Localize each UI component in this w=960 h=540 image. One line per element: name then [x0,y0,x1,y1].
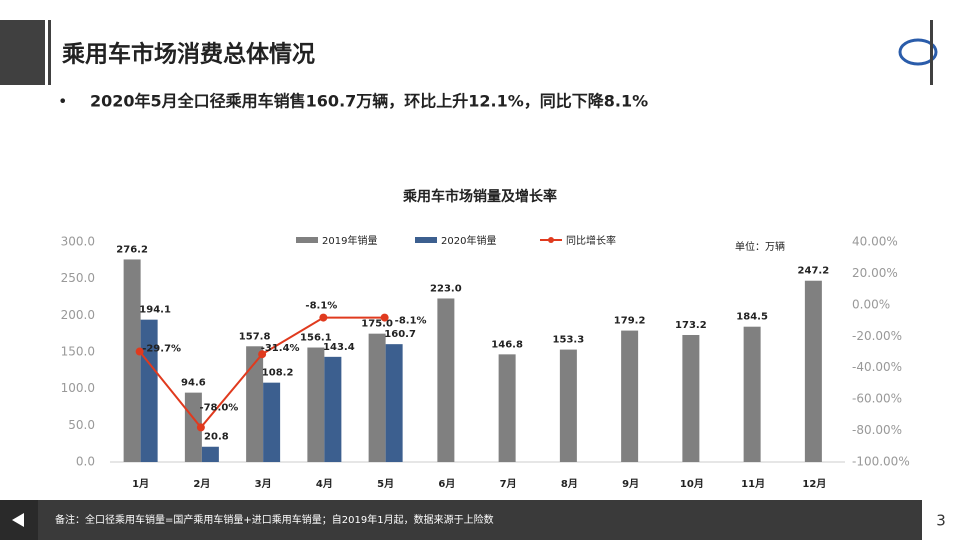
bar-value-label: 143.4 [323,342,355,353]
bar-value-label: 153.3 [553,335,585,346]
growth-value-label: -78.0% [199,402,238,413]
bar-value-label: 160.7 [384,329,416,340]
bar [307,347,325,462]
x-tick-label: 7月 [500,478,517,490]
bar [682,334,700,462]
legend-swatch [548,237,554,243]
legend-swatch [415,237,437,243]
bar [201,446,219,462]
x-tick-label: 2月 [193,478,210,490]
growth-point [380,313,389,322]
back-arrow[interactable] [12,513,24,527]
bar [246,346,264,462]
header-rule [48,20,51,85]
legend-label: 2019年销量 [322,234,377,247]
legend-label: 同比增长率 [566,234,616,247]
bar [368,333,386,462]
bar [743,326,761,462]
growth-point [319,313,328,322]
bar-value-label: 157.8 [239,331,271,342]
x-tick-label: 11月 [741,478,765,490]
bullet-text: 2020年5月全口径乘用车销售160.7万辆，环比上升12.1%，同比下降8.1… [90,92,648,111]
bar-value-label: 173.2 [675,320,707,331]
footnote: 备注：全口径乘用车销量=国产乘用车销量+进口乘用车销量；自2019年1月起，数据… [55,513,494,526]
bar [324,356,342,462]
bar [263,382,281,462]
bar-value-label: 247.2 [798,266,830,277]
bar-value-label: 194.1 [139,305,171,316]
y-tick-label: 50.0 [68,418,95,432]
bar-value-label: 94.6 [181,378,206,389]
growth-value-label: -8.1% [395,316,427,327]
growth-value-label: -31.4% [261,343,300,354]
x-tick-label: 6月 [438,478,455,490]
slide-title: 乘用车市场消费总体情况 [61,41,315,68]
bar [559,349,577,462]
legend-swatch [296,237,318,243]
unit-label: 单位：万辆 [735,240,785,253]
page-number: 3 [936,512,946,530]
y-tick-label: 300.0 [61,235,95,249]
bar [140,319,158,462]
bar [804,280,822,462]
bar [184,392,202,462]
y-tick-label: 200.0 [61,308,95,322]
y2-tick-label: -80.00% [852,423,902,437]
bar-value-label: 146.8 [491,339,523,350]
y2-tick-label: 40.00% [852,235,898,249]
bar-value-label: 223.0 [430,283,462,294]
growth-value-label: -29.7% [142,344,181,355]
bar [498,354,516,462]
x-tick-label: 10月 [680,478,704,490]
y-tick-label: 150.0 [61,345,95,359]
footer-bar [0,500,960,540]
y2-tick-label: -100.00% [852,455,910,469]
chart-title: 乘用车市场销量及增长率 [402,188,557,205]
page-box [922,500,960,540]
growth-point [258,350,267,359]
bar-value-label: 179.2 [614,316,646,327]
bar-value-label: 108.2 [262,368,294,379]
growth-value-label: -8.1% [305,301,337,312]
bar-value-label: 175.0 [361,319,393,330]
x-tick-label: 9月 [622,478,639,490]
bar-value-label: 276.2 [116,244,148,255]
bar [385,344,403,462]
legend-label: 2020年销量 [441,234,496,247]
y-tick-label: 250.0 [61,271,95,285]
bar-value-label: 156.1 [300,333,332,344]
x-tick-label: 8月 [561,478,578,490]
growth-point [196,423,205,432]
bar-value-label: 184.5 [736,312,768,323]
logo [898,38,938,66]
x-tick-label: 3月 [255,478,272,490]
x-tick-label: 5月 [377,478,394,490]
bar [437,298,455,462]
y-tick-label: 0.0 [76,455,95,469]
header-rule-right [930,20,933,85]
y2-tick-label: -40.00% [852,360,902,374]
bar [621,330,639,462]
header-block [0,20,45,85]
y2-tick-label: -60.00% [852,392,902,406]
x-tick-label: 12月 [802,478,826,490]
y2-tick-label: -20.00% [852,329,902,343]
y2-tick-label: 0.00% [852,297,890,311]
y-tick-label: 100.0 [61,381,95,395]
y2-tick-label: 20.00% [852,266,898,280]
bullet-dot: • [58,92,67,111]
x-tick-label: 1月 [132,478,149,490]
x-tick-label: 4月 [316,478,333,490]
bar [123,259,141,462]
growth-point [135,347,144,356]
bar-value-label: 20.8 [204,432,229,443]
